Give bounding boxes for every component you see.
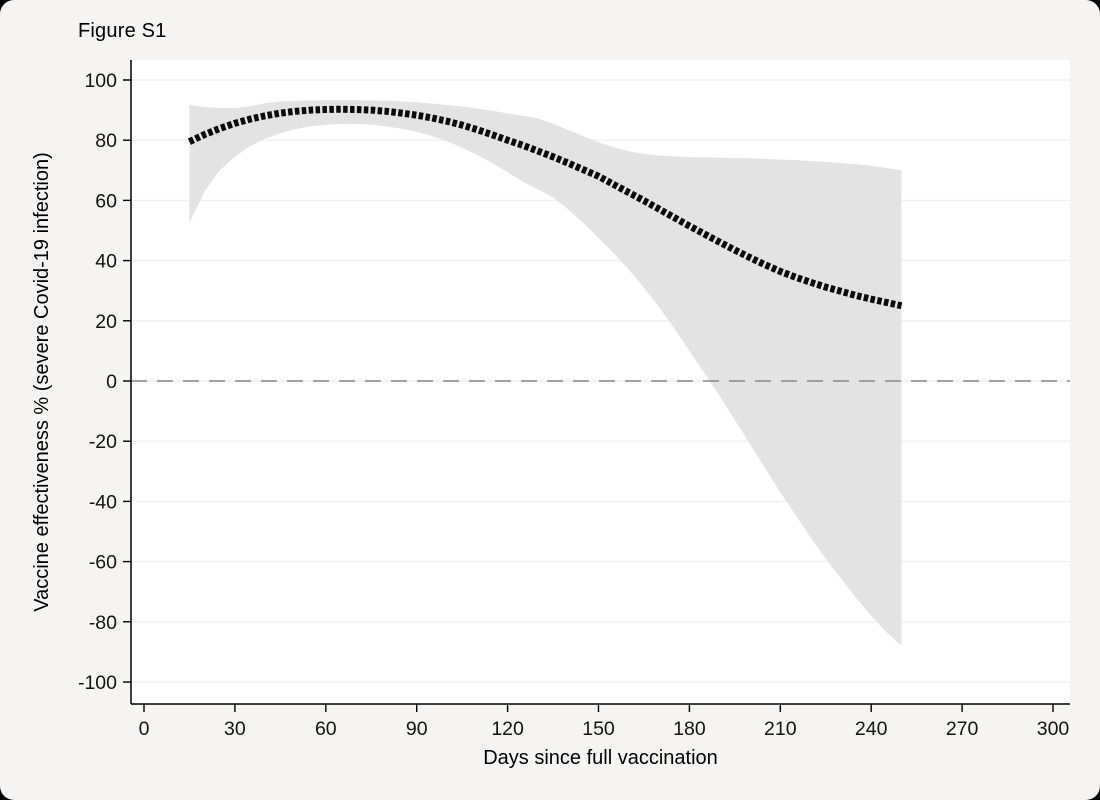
x-tick-label-210: 210	[764, 718, 797, 740]
y-tick-label--80: -80	[89, 612, 117, 634]
y-tick-label--100: -100	[78, 672, 117, 694]
x-tick-label-180: 180	[673, 718, 706, 740]
x-tick-label-300: 300	[1037, 718, 1070, 740]
x-axis-title: Days since full vaccination	[483, 747, 718, 769]
x-tick-label-60: 60	[315, 718, 337, 740]
x-tick-label-150: 150	[582, 718, 615, 740]
y-tick-label-100: 100	[84, 70, 117, 92]
y-tick-label-0: 0	[106, 371, 117, 393]
y-tick-label-40: 40	[95, 251, 117, 273]
x-tick-label-0: 0	[139, 718, 150, 740]
y-tick-label--20: -20	[89, 431, 117, 453]
y-tick-label-80: 80	[95, 130, 117, 152]
x-tick-label-270: 270	[946, 718, 979, 740]
x-tick-label-120: 120	[491, 718, 524, 740]
x-tick-label-240: 240	[855, 718, 888, 740]
x-tick-label-30: 30	[224, 718, 246, 740]
ve-line	[187, 105, 903, 310]
y-tick-label-60: 60	[95, 190, 117, 212]
x-tick-label-90: 90	[406, 718, 428, 740]
y-tick-label-20: 20	[95, 311, 117, 333]
y-axis-title: Vaccine effectiveness % (severe Covid-19…	[31, 152, 53, 611]
figure-title: Figure S1	[78, 20, 167, 42]
y-tick-label--60: -60	[89, 552, 117, 574]
confidence-band	[189, 100, 902, 646]
y-tick-label--40: -40	[89, 491, 117, 513]
